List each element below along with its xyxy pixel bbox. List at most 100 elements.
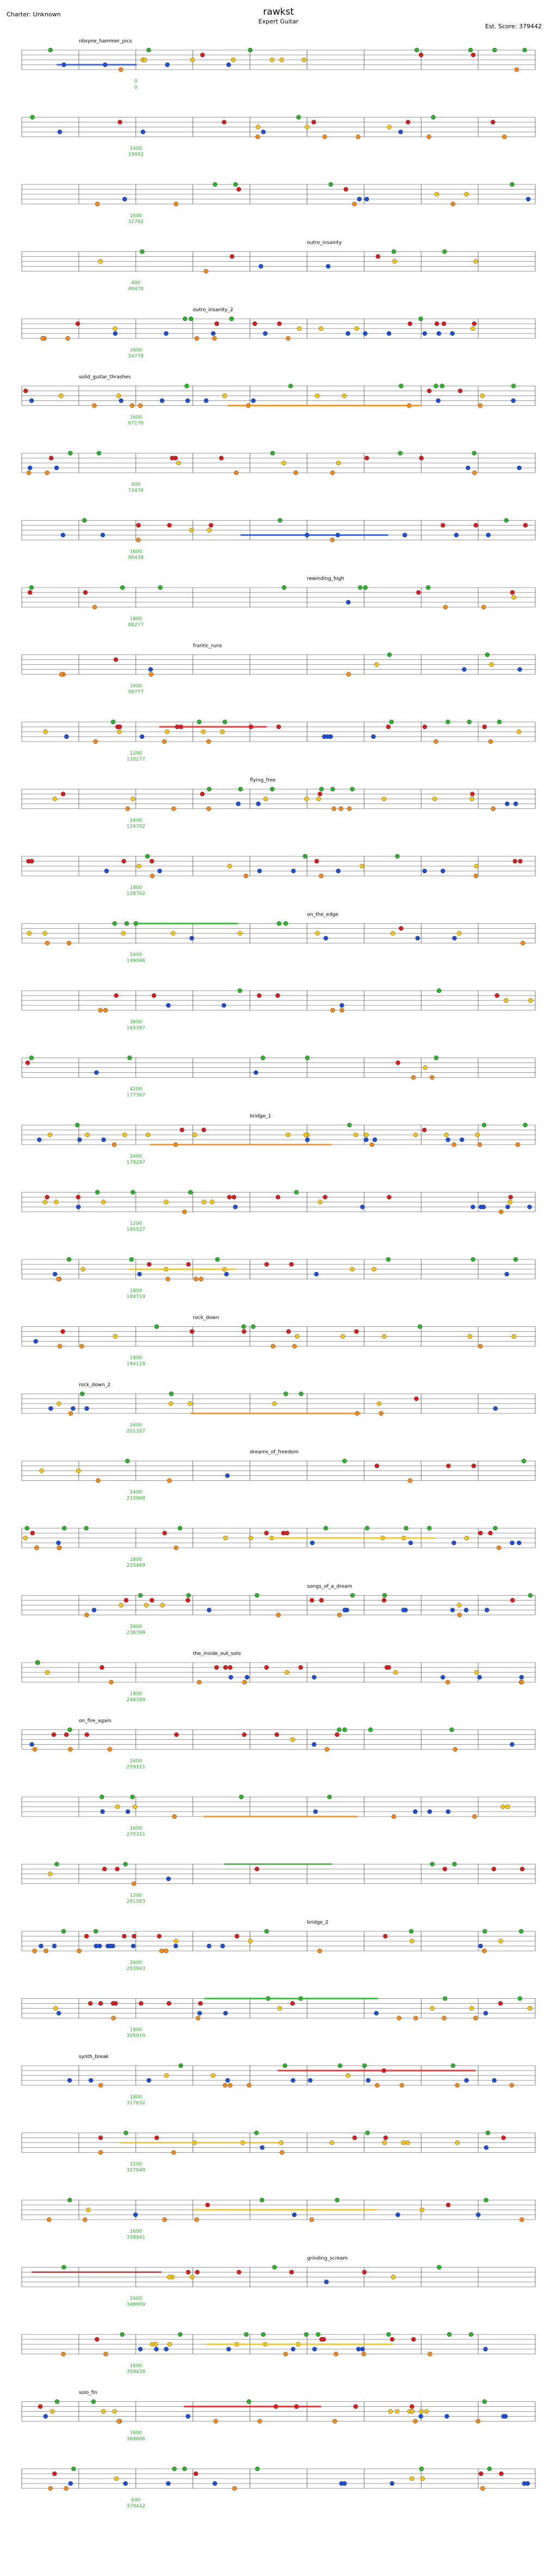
note-gem: [76, 1204, 81, 1209]
note-gem: [353, 1132, 358, 1138]
note-gem: [112, 1142, 117, 1147]
note-gem: [222, 393, 227, 398]
note-gem: [123, 1862, 128, 1867]
row-score: 1600: [129, 1826, 142, 1831]
note-gem: [57, 1344, 63, 1349]
note-gem: [137, 1271, 142, 1277]
note-gem: [56, 1540, 61, 1546]
note-gem: [82, 518, 87, 523]
note-gem: [492, 2078, 497, 2083]
note-gem: [84, 1933, 89, 1939]
row-score: 0: [134, 79, 138, 84]
note-gem: [491, 120, 496, 125]
note-gem: [219, 455, 224, 461]
note-gem: [405, 2140, 410, 2145]
note-gem: [481, 1204, 486, 1209]
note-gem: [521, 1459, 527, 1463]
note-gem: [197, 1679, 202, 1685]
note-gem: [166, 1003, 171, 1008]
note-gem: [317, 1948, 322, 1954]
note-gem: [148, 672, 154, 677]
note-gem: [251, 1324, 256, 1329]
row-total: 72476: [128, 488, 144, 493]
note-gem: [65, 336, 70, 341]
note-gem: [480, 2486, 485, 2491]
charter-label: Charter: Unknown: [7, 11, 61, 18]
note-gem: [305, 1055, 310, 1060]
note-gem: [411, 1075, 416, 1080]
note-gem: [54, 1862, 59, 1867]
note-gem: [485, 1608, 490, 1613]
note-gem: [131, 1943, 136, 1949]
note-gem: [189, 316, 194, 322]
note-gem: [434, 321, 440, 326]
section-label: the_inside_out_solo: [193, 1651, 241, 1657]
note-gem: [414, 47, 419, 53]
note-gem: [505, 1204, 510, 1209]
note-gem: [259, 2145, 265, 2150]
note-gem: [472, 470, 477, 475]
note-gem: [389, 719, 394, 725]
note-gem: [352, 2135, 357, 2140]
note-gem: [98, 2135, 103, 2140]
note-gem: [77, 1948, 82, 1954]
note-gem: [337, 1613, 342, 1617]
note-gem: [399, 2083, 404, 2088]
row-total: 185527: [127, 1227, 145, 1233]
note-gem: [382, 2140, 387, 2145]
note-gem: [474, 1670, 479, 1675]
section-label: solid_guitar_thrashes: [79, 375, 131, 380]
note-gem: [473, 259, 478, 264]
note-gem: [341, 1334, 345, 1339]
note-gem: [251, 398, 256, 403]
note-gem: [510, 1742, 515, 1747]
note-gem: [318, 792, 323, 796]
note-gem: [346, 600, 351, 605]
note-gem: [275, 993, 280, 998]
note-gem: [178, 2332, 183, 2337]
note-gem: [129, 403, 135, 408]
note-gem: [292, 2212, 297, 2217]
note-gem: [60, 533, 66, 538]
note-gem: [48, 1406, 53, 1411]
note-gem: [116, 393, 121, 398]
note-gem: [213, 2419, 218, 2424]
note-gem: [145, 854, 150, 859]
row-score: 1200: [129, 1893, 142, 1899]
note-gem: [197, 719, 202, 725]
note-gem: [510, 1598, 515, 1603]
row-score: 1600: [129, 2431, 142, 2436]
note-gem: [363, 585, 368, 590]
note-gem: [484, 2145, 489, 2150]
section-label: on_the_edge: [307, 912, 338, 918]
note-gem: [450, 201, 455, 207]
note-gem: [409, 2476, 414, 2481]
note-gem: [471, 326, 475, 331]
note-gem: [37, 1137, 42, 1142]
note-gem: [499, 2471, 504, 2476]
note-gem: [238, 931, 243, 936]
note-gem: [68, 2481, 73, 2486]
note-gem: [304, 796, 309, 801]
note-gem: [29, 1055, 34, 1060]
note-gem: [198, 2001, 203, 2006]
note-gem: [441, 523, 445, 528]
row-total: 259311: [127, 1765, 145, 1770]
note-gem: [222, 719, 227, 725]
note-gem: [445, 1679, 450, 1685]
note-gem: [519, 2217, 524, 2222]
note-gem: [471, 1257, 475, 1262]
note-gem: [97, 1943, 102, 1949]
note-gem: [311, 120, 317, 125]
note-gem: [420, 2476, 425, 2481]
note-gem: [326, 264, 331, 269]
note-gem: [473, 523, 478, 528]
section-label: bridge_2: [307, 1920, 328, 1925]
note-gem: [314, 858, 319, 864]
note-gem: [174, 1545, 178, 1550]
note-gem: [157, 868, 162, 874]
note-gem: [432, 796, 437, 801]
note-gem: [157, 1933, 162, 1939]
note-gem: [398, 129, 403, 134]
note-gem: [493, 1525, 498, 1531]
